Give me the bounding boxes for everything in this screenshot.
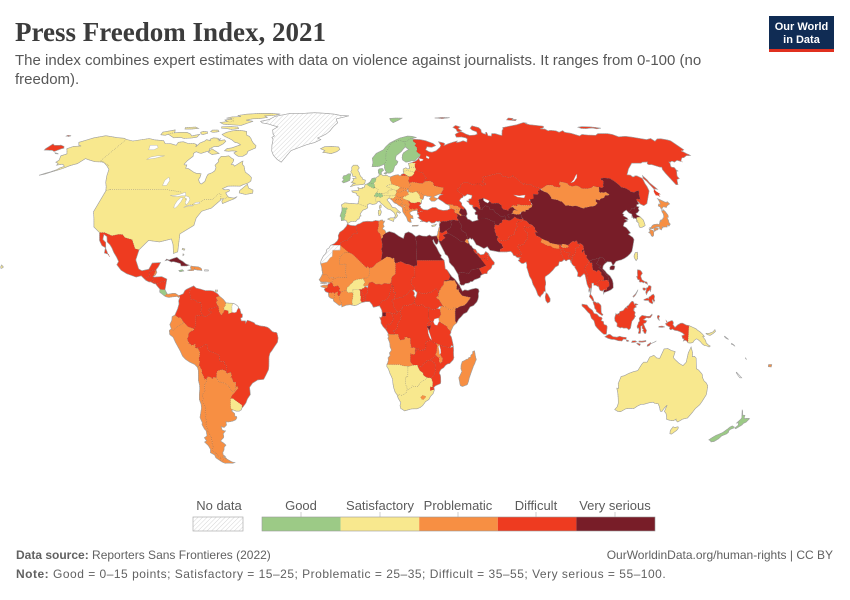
svg-text:Difficult: Difficult (515, 498, 558, 513)
svg-text:Problematic: Problematic (424, 498, 493, 513)
svg-text:Satisfactory: Satisfactory (346, 498, 414, 513)
svg-text:Very serious: Very serious (579, 498, 651, 513)
svg-text:No data: No data (196, 498, 242, 513)
svg-text:Good: Good (285, 498, 317, 513)
